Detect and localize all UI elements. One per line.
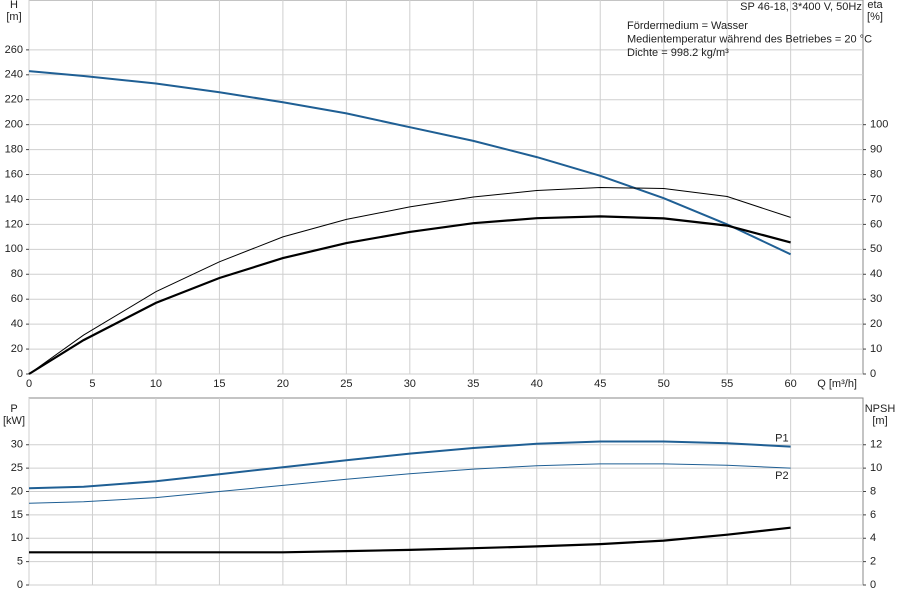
y2-tick-label: 90 — [870, 144, 882, 156]
y2-axis-label: NPSH — [865, 403, 896, 415]
y-tick-label: 25 — [11, 462, 23, 474]
series-line — [29, 526, 791, 554]
x-tick-label: 15 — [213, 378, 225, 390]
y2-tick-label: 70 — [870, 193, 882, 205]
y-axis-label: H — [10, 0, 18, 11]
x-tick-label: 40 — [531, 378, 543, 390]
y2-tick-label: 80 — [870, 168, 882, 180]
annotation: Medientemperatur während des Betriebes =… — [627, 33, 872, 45]
x-tick-label: 45 — [594, 378, 606, 390]
y-tick-label: 80 — [11, 268, 23, 280]
y2-tick-label: 6 — [870, 509, 876, 521]
series-line — [28, 440, 791, 490]
x-tick-label: 50 — [658, 378, 670, 390]
y-tick-label: 160 — [5, 168, 23, 180]
x-tick-label: 30 — [404, 378, 416, 390]
series-line — [28, 215, 791, 375]
y-tick-label: 60 — [11, 293, 23, 305]
y2-axis-label: [%] — [867, 11, 883, 23]
series-line — [28, 463, 791, 504]
y2-tick-label: 8 — [870, 485, 876, 497]
y-tick-label: 20 — [11, 343, 23, 355]
y-tick-label: 15 — [11, 509, 23, 521]
annotation: Fördermedium = Wasser — [627, 20, 748, 32]
y2-axis-label: [m] — [872, 415, 887, 427]
y-tick-label: 240 — [5, 69, 23, 81]
y2-tick-label: 30 — [870, 293, 882, 305]
y-tick-label: 30 — [11, 439, 23, 451]
y-tick-label: 20 — [11, 485, 23, 497]
y2-tick-label: 10 — [870, 462, 882, 474]
y-tick-label: 260 — [5, 44, 23, 56]
x-tick-label: 0 — [26, 378, 32, 390]
y-tick-label: 180 — [5, 144, 23, 156]
y-tick-label: 120 — [5, 218, 23, 230]
x-tick-label: 35 — [467, 378, 479, 390]
x-tick-label: 20 — [277, 378, 289, 390]
x-tick-label: 5 — [89, 378, 95, 390]
chart-title: SP 46-18, 3*400 V, 50Hz — [740, 1, 862, 13]
y2-tick-label: 4 — [870, 532, 876, 544]
y-tick-label: 40 — [11, 318, 23, 330]
y-axis-label: P — [10, 403, 17, 415]
y-tick-label: 10 — [11, 532, 23, 544]
series-label: P2 — [775, 470, 788, 482]
y-tick-label: 0 — [17, 579, 23, 591]
x-tick-label: 60 — [785, 378, 797, 390]
series-line — [28, 70, 792, 256]
x-axis-label: Q [m³/h] — [817, 378, 857, 390]
y2-tick-label: 40 — [870, 268, 882, 280]
y-tick-label: 100 — [5, 243, 23, 255]
y-tick-label: 140 — [5, 193, 23, 205]
y2-tick-label: 2 — [870, 556, 876, 568]
series-label: P1 — [775, 433, 788, 445]
y2-tick-label: 10 — [870, 343, 882, 355]
y-axis-label: [kW] — [3, 415, 25, 427]
plot-area — [28, 0, 864, 375]
y2-tick-label: 12 — [870, 439, 882, 451]
y2-tick-label: 0 — [870, 368, 876, 380]
x-tick-label: 10 — [150, 378, 162, 390]
x-tick-label: 25 — [340, 378, 352, 390]
y2-tick-label: 0 — [870, 579, 876, 591]
y-tick-label: 220 — [5, 94, 23, 106]
y2-tick-label: 20 — [870, 318, 882, 330]
series-line — [28, 186, 791, 375]
annotation: Dichte = 998.2 kg/m³ — [627, 47, 729, 59]
y-axis-label: [m] — [6, 11, 21, 23]
x-tick-label: 55 — [721, 378, 733, 390]
y-tick-label: 200 — [5, 119, 23, 131]
y2-tick-label: 60 — [870, 218, 882, 230]
y-tick-label: 0 — [17, 368, 23, 380]
y-tick-label: 5 — [17, 556, 23, 568]
y2-tick-label: 100 — [870, 119, 888, 131]
y2-axis-label: eta — [867, 0, 883, 11]
y2-tick-label: 50 — [870, 243, 882, 255]
